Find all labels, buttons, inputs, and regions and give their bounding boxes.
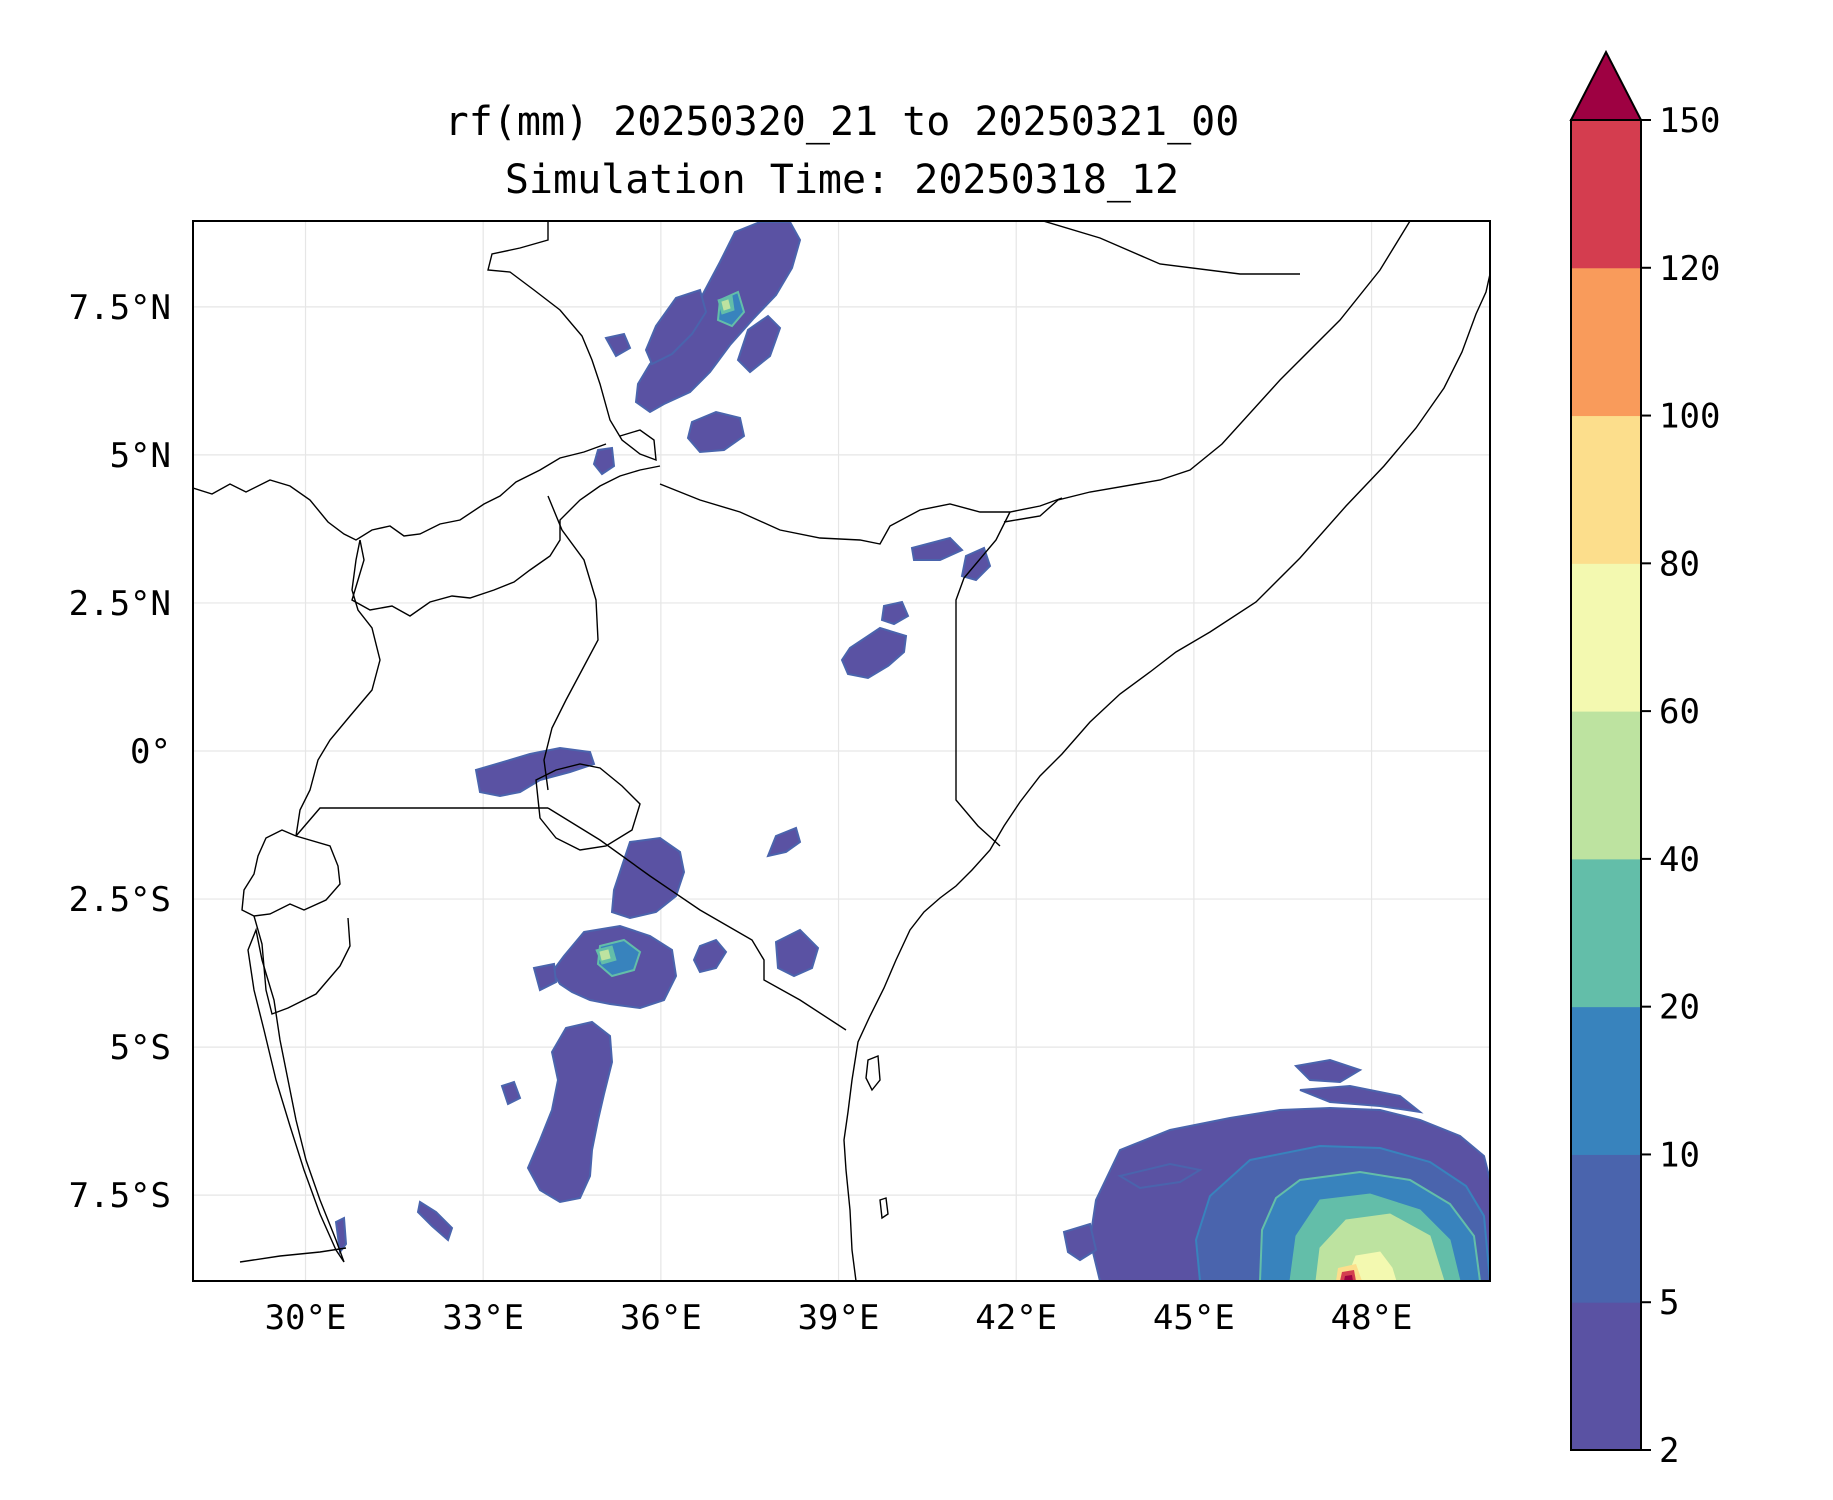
south-sudan-ethiopia-border (487, 221, 657, 462)
rain-area-tanzania-east-2 (774, 928, 820, 978)
rain-area-cyclone-40mm (1315, 1213, 1445, 1281)
rain-area-ethiopia-east (736, 314, 782, 374)
uganda-tanzania-border (295, 807, 548, 837)
colorbar-extend-arrow (1569, 49, 1643, 121)
y-tick-label: 7.5°N (69, 288, 171, 328)
x-tick-label: 39°E (798, 1298, 880, 1338)
rwanda-burundi-border (241, 829, 341, 917)
colorbar-segment (1571, 563, 1641, 712)
rain-area-ethiopia-small-2 (604, 332, 632, 358)
y-tick-label: 2.5°N (69, 584, 171, 624)
x-tick-label: 48°E (1331, 1298, 1413, 1338)
rain-area-lake-malawi (416, 1200, 454, 1242)
rain-area-kenya-central-2 (880, 600, 910, 626)
x-tick-label: 45°E (1153, 1298, 1235, 1338)
tanzania-drc-border (253, 915, 351, 1015)
map-axes: 30°E 33°E 36°E 39°E 42°E 45°E 48°E 7.5°N 5°N 2.5… (69, 220, 1491, 1338)
rain-area-zambia (334, 1216, 348, 1255)
colorbar-tick-label: 120 (1659, 249, 1720, 289)
colorbar-tick-label: 60 (1659, 692, 1700, 732)
rain-area-kenya-small (766, 826, 802, 858)
coastlines (247, 221, 1490, 1281)
title-line-1: rf(mm) 20250320_21 to 20250321_00 (445, 99, 1240, 145)
rain-area-tanzania-north (610, 836, 686, 920)
y-tick-label: 0° (130, 732, 171, 772)
lake-tanganyika-shore (247, 927, 345, 1263)
colorbar: 2 5 10 20 40 60 80 100 120 150 (1569, 49, 1720, 1471)
colorbar-segment (1571, 858, 1641, 1008)
ethiopia-somalia-border (1040, 221, 1300, 275)
map-frame (192, 220, 1491, 1282)
rain-area-tanzania-west (532, 962, 558, 992)
rain-area-tanzania-southwest (500, 1080, 522, 1106)
lake-victoria-shore (535, 763, 641, 851)
colorbar-segment (1571, 267, 1641, 417)
rain-area-cyclone-band-4 (1117, 1162, 1203, 1190)
zanzibar-island (865, 1054, 881, 1092)
x-tick-label: 30°E (265, 1298, 347, 1338)
colorbar-segment (1571, 120, 1641, 269)
map-content (193, 221, 1490, 1281)
colorbar-segment (1571, 1302, 1641, 1451)
country-borders (193, 221, 1300, 1263)
y-tick-label: 5°N (110, 436, 171, 476)
uganda-kenya-border (543, 495, 599, 791)
kenya-somalia-border (955, 511, 1011, 847)
rain-area-tanzania-south (526, 1020, 614, 1204)
colorbar-tick-label: 100 (1659, 397, 1720, 437)
kenya-ethiopia-border (659, 483, 1063, 545)
east-africa-coastline (843, 273, 1490, 1281)
colorbar-segment (1571, 711, 1641, 860)
x-tick-label: 42°E (975, 1298, 1057, 1338)
rain-area-ethiopia-west (644, 288, 708, 366)
rain-area-kenya-north-1 (910, 536, 964, 561)
uganda-drc-border (295, 539, 381, 837)
rainfall-layer-high (1336, 1264, 1362, 1281)
x-tick-label: 36°E (620, 1298, 702, 1338)
x-axis-ticks: 30°E 33°E 36°E 39°E 42°E 45°E 48°E (265, 1298, 1413, 1338)
rain-area-cyclone-band-1 (1299, 1084, 1424, 1114)
rainfall-layer-40mm (599, 299, 1445, 1281)
colorbar-tick-label: 2 (1659, 1431, 1679, 1471)
x-tick-label: 33°E (442, 1298, 524, 1338)
rain-area-cyclone-core-150mm (1344, 1275, 1353, 1281)
mafia-island (879, 1197, 889, 1220)
title-line-2: Simulation Time: 20250318_12 (505, 157, 1179, 203)
rain-area-ethiopia-40mm (721, 299, 731, 311)
rain-area-cyclone-band-2 (1062, 1222, 1098, 1262)
colorbar-segment (1571, 1006, 1641, 1155)
y-tick-label: 7.5°S (69, 1176, 171, 1216)
rain-area-kenya-central (840, 626, 908, 680)
rain-area-tanzania-40mm (599, 949, 611, 961)
rain-area-ethiopia-small (592, 446, 616, 476)
colorbar-tick-label: 20 (1659, 988, 1700, 1028)
rain-area-ethiopia-south (686, 410, 746, 454)
colorbar-tick-label: 40 (1659, 840, 1700, 880)
y-tick-label: 2.5°S (69, 880, 171, 920)
rain-area-tanzania-east (692, 938, 728, 974)
colorbar-tick-label: 5 (1659, 1283, 1679, 1323)
kenya-tanzania-border (547, 807, 847, 1031)
colorbar-segment (1571, 1154, 1641, 1303)
colorbar-frame (1570, 119, 1642, 1451)
rain-area-lake-victoria (474, 746, 596, 798)
sudan-south-sudan-border (193, 443, 607, 541)
colorbar-tick-label: 80 (1659, 544, 1700, 584)
colorbar-tick-label: 150 (1659, 101, 1720, 141)
south-sudan-uganda-kenya-border (351, 465, 661, 617)
y-tick-label: 5°S (110, 1028, 171, 1068)
y-axis-ticks: 7.5°N 5°N 2.5°N 0° 2.5°S 5°S 7.5°S (69, 288, 171, 1216)
horn-of-africa-gulf-coast (1003, 221, 1411, 523)
colorbar-segment (1571, 415, 1641, 564)
zambia-tanzania-border (239, 1247, 347, 1263)
colorbar-tick-label: 10 (1659, 1135, 1700, 1175)
rain-area-cyclone-band-3 (1293, 1058, 1363, 1084)
